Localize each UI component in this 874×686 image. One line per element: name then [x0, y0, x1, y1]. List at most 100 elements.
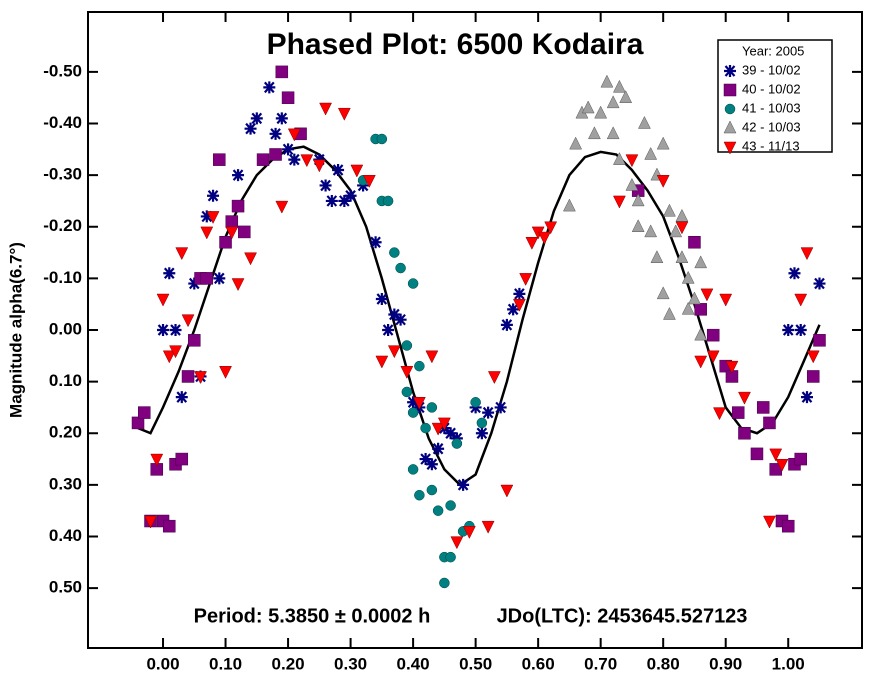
circle-point: [426, 484, 438, 496]
triangle-point: [169, 345, 182, 359]
asterisk-point: [513, 287, 526, 300]
triangle-point: [656, 175, 670, 188]
asterisk-point: [813, 277, 826, 290]
triangle-point: [312, 159, 326, 173]
asterisk-point: [794, 324, 807, 336]
triangle-point: [162, 350, 176, 364]
triangle-point: [806, 350, 820, 364]
triangle-point: [669, 224, 683, 238]
triangle-point: [563, 198, 576, 212]
triangle-point: [175, 247, 189, 261]
triangle-point: [462, 526, 476, 539]
asterisk-point: [425, 458, 438, 471]
triangle-point: [694, 255, 708, 269]
square-point: [275, 65, 289, 79]
square-point: [750, 447, 764, 461]
triangle-point: [625, 177, 639, 191]
circle-point: [407, 407, 419, 418]
triangle-point: [588, 126, 601, 140]
x-tick-label: 1.00: [772, 654, 805, 673]
asterisk-point: [263, 81, 276, 94]
asterisk-point: [269, 127, 282, 140]
square-point: [763, 416, 776, 430]
x-tick-label: 0.70: [584, 654, 617, 673]
x-tick-label: 0.50: [459, 654, 492, 673]
triangle-point: [581, 100, 595, 114]
circle-point: [376, 133, 388, 145]
triangle-point: [181, 314, 195, 328]
legend-label: 41 - 10/03: [742, 100, 801, 115]
asterisk-point: [724, 65, 736, 77]
square-point: [175, 452, 189, 466]
circle-point: [401, 386, 413, 398]
y-tick-label: -0.20: [43, 216, 82, 235]
triangle-point: [769, 448, 783, 462]
triangle-point: [287, 128, 301, 142]
y-axis-label: Magnitude alpha(6.7°): [6, 242, 25, 418]
triangle-point: [675, 208, 689, 222]
square-point: [688, 235, 701, 249]
triangle-point: [225, 226, 239, 240]
asterisk-point: [369, 236, 382, 249]
square-point: [256, 153, 270, 166]
square-point: [131, 416, 145, 430]
x-tick-label: 0.60: [522, 654, 555, 673]
triangle-point: [800, 247, 814, 261]
asterisk-point: [325, 194, 338, 207]
asterisk-point: [382, 324, 395, 336]
asterisk-point: [282, 143, 295, 156]
triangle-point: [794, 293, 808, 307]
triangle-point: [319, 102, 332, 116]
chart-title: Phased Plot: 6500 Kodaira: [267, 28, 644, 61]
triangle-point: [713, 407, 726, 421]
y-tick-label: 0.50: [49, 578, 82, 597]
asterisk-point: [375, 293, 388, 306]
triangle-point: [694, 327, 708, 341]
asterisk-point: [157, 324, 170, 336]
triangle-point: [275, 200, 289, 214]
x-tick-label: 0.40: [397, 654, 430, 673]
asterisk-point: [344, 189, 357, 202]
triangle-point: [694, 355, 708, 369]
triangle-point: [300, 154, 314, 168]
triangle-point: [631, 193, 645, 207]
triangle-point: [437, 417, 451, 431]
asterisk-point: [338, 194, 351, 207]
triangle-point: [544, 221, 558, 235]
triangle-point: [631, 219, 645, 233]
triangle-point: [144, 515, 157, 529]
asterisk-point: [163, 267, 176, 280]
circle-point: [724, 103, 736, 115]
triangle-point: [200, 226, 214, 240]
square-point: [756, 401, 770, 414]
asterisk-point: [782, 324, 795, 336]
square-point: [163, 519, 176, 533]
circle-point: [414, 360, 425, 372]
triangle-point: [219, 366, 232, 379]
circle-point: [439, 577, 450, 589]
asterisk-point: [407, 396, 420, 409]
triangle-point: [150, 453, 164, 467]
circle-point: [432, 505, 444, 516]
square-point: [238, 225, 251, 239]
triangle-point: [481, 520, 495, 534]
circle-point: [445, 500, 456, 511]
square-point: [188, 334, 201, 347]
circle-point: [414, 489, 425, 501]
square-point: [794, 452, 807, 466]
y-tick-label: 0.10: [49, 371, 82, 390]
circle-point: [407, 278, 419, 289]
square-point: [813, 334, 826, 347]
asterisk-point: [432, 442, 445, 455]
asterisk-point: [169, 324, 182, 336]
asterisk-point: [444, 427, 457, 440]
square-point: [738, 426, 751, 440]
triangle-point: [606, 126, 620, 140]
circle-point: [389, 247, 400, 258]
asterisk-point: [419, 453, 432, 466]
triangle-point: [594, 105, 608, 119]
triangle-point: [519, 273, 533, 286]
triangle-point: [738, 391, 751, 405]
triangle-point: [613, 152, 626, 165]
